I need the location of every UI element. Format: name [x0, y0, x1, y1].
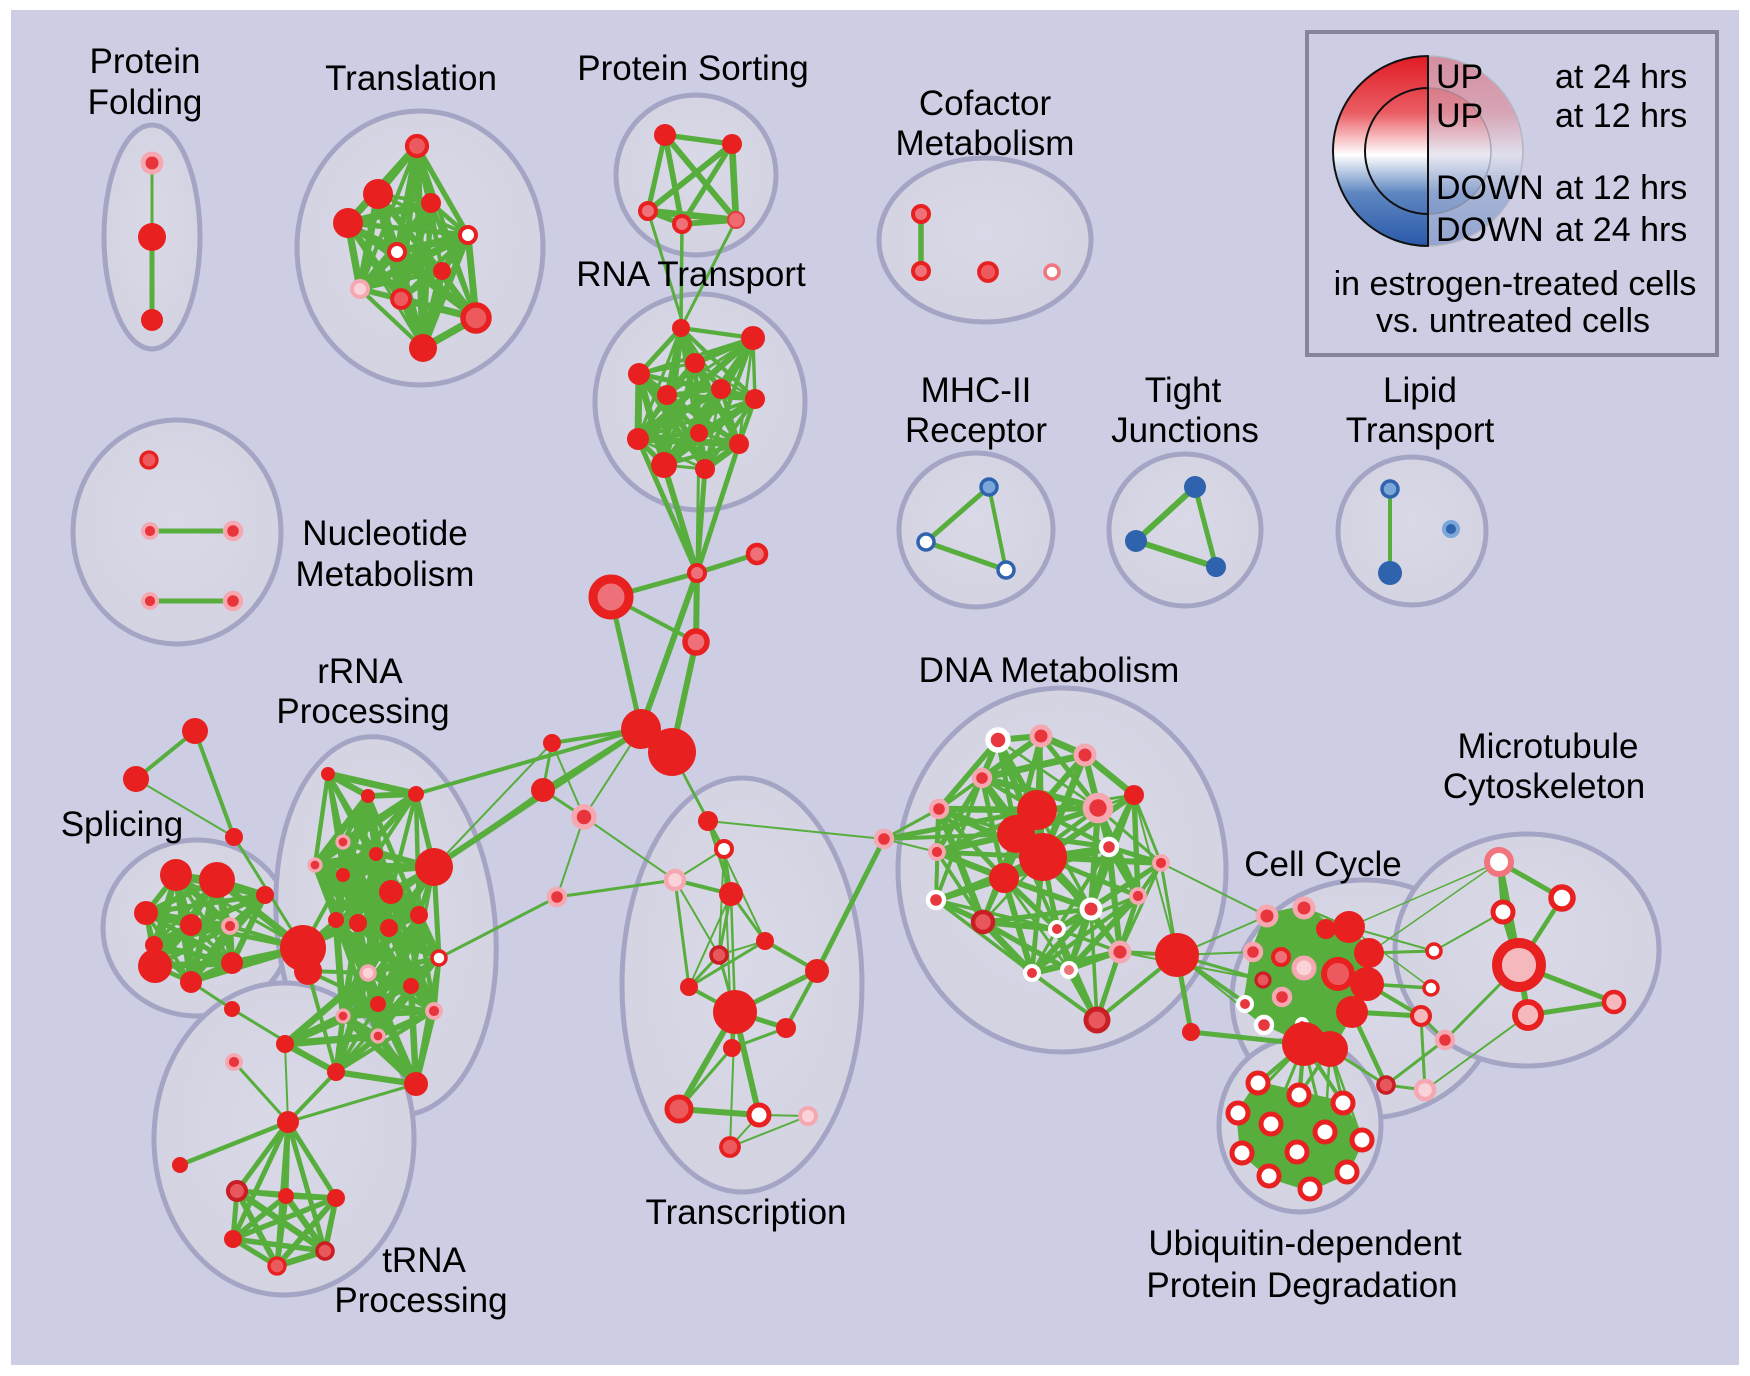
svg-text:MHC-II: MHC-II	[921, 371, 1032, 410]
svg-text:Splicing: Splicing	[61, 805, 184, 844]
svg-text:Processing: Processing	[334, 1281, 507, 1320]
svg-text:at 24 hrs: at 24 hrs	[1555, 58, 1687, 96]
svg-text:RNA Transport: RNA Transport	[576, 255, 806, 294]
svg-text:tRNA: tRNA	[382, 1241, 466, 1280]
svg-text:Microtubule: Microtubule	[1458, 727, 1639, 766]
svg-text:UP: UP	[1436, 58, 1483, 96]
svg-text:at 24 hrs: at 24 hrs	[1555, 211, 1687, 249]
svg-text:Junctions: Junctions	[1111, 411, 1259, 450]
svg-text:UP: UP	[1436, 97, 1483, 135]
svg-text:Nucleotide: Nucleotide	[302, 514, 467, 553]
svg-text:Lipid: Lipid	[1383, 371, 1457, 410]
svg-text:Tight: Tight	[1145, 371, 1222, 410]
svg-text:in estrogen-treated cells: in estrogen-treated cells	[1334, 265, 1697, 303]
svg-text:Metabolism: Metabolism	[296, 555, 475, 594]
svg-text:Cell Cycle: Cell Cycle	[1244, 845, 1402, 884]
svg-text:rRNA: rRNA	[317, 652, 403, 691]
svg-text:DOWN: DOWN	[1436, 169, 1544, 207]
svg-text:Folding: Folding	[88, 83, 203, 122]
svg-text:Processing: Processing	[276, 692, 449, 731]
svg-text:DOWN: DOWN	[1436, 211, 1544, 249]
svg-text:Protein Sorting: Protein Sorting	[577, 49, 809, 88]
svg-text:Protein Degradation: Protein Degradation	[1146, 1266, 1457, 1305]
svg-text:Cytoskeleton: Cytoskeleton	[1443, 767, 1645, 806]
svg-text:Ubiquitin-dependent: Ubiquitin-dependent	[1148, 1224, 1462, 1263]
svg-text:Metabolism: Metabolism	[896, 124, 1075, 163]
svg-text:Cofactor: Cofactor	[919, 84, 1052, 123]
svg-text:at 12 hrs: at 12 hrs	[1555, 169, 1687, 207]
svg-text:at 12 hrs: at 12 hrs	[1555, 97, 1687, 135]
svg-text:Transcription: Transcription	[646, 1193, 847, 1232]
svg-text:DNA Metabolism: DNA Metabolism	[919, 651, 1180, 690]
svg-text:Protein: Protein	[90, 42, 201, 81]
svg-text:vs. untreated cells: vs. untreated cells	[1376, 302, 1650, 340]
svg-text:Receptor: Receptor	[905, 411, 1047, 450]
svg-text:Translation: Translation	[325, 59, 497, 98]
svg-text:Transport: Transport	[1346, 411, 1495, 450]
